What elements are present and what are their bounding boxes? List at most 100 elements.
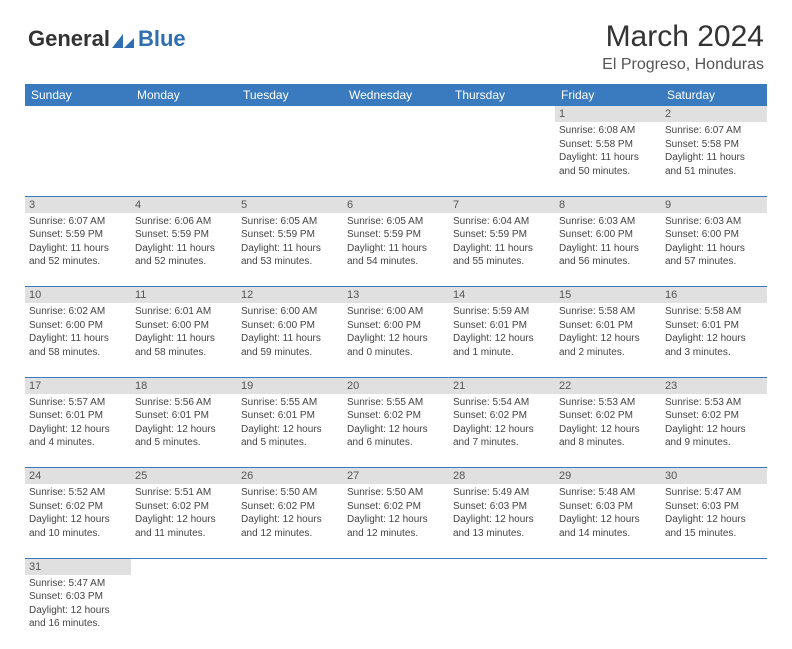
day-content-cell: Sunrise: 6:00 AMSunset: 6:00 PMDaylight:… (343, 303, 449, 377)
day-content-cell: Sunrise: 6:03 AMSunset: 6:00 PMDaylight:… (661, 213, 767, 287)
day-content-cell (237, 122, 343, 196)
cell-line: Sunrise: 6:07 AM (665, 124, 763, 138)
logo-text-blue: Blue (138, 26, 186, 52)
cell-line: Sunrise: 5:54 AM (453, 396, 551, 410)
cell-line: and 9 minutes. (665, 436, 763, 450)
day-number-cell (131, 558, 237, 575)
weekday-header: Monday (131, 84, 237, 106)
day-content-cell: Sunrise: 5:47 AMSunset: 6:03 PMDaylight:… (661, 484, 767, 558)
cell-line: Daylight: 12 hours (665, 332, 763, 346)
cell-line: and 59 minutes. (241, 346, 339, 360)
weekday-header: Tuesday (237, 84, 343, 106)
cell-line: Sunset: 5:59 PM (241, 228, 339, 242)
daynum-row: 3456789 (25, 196, 767, 213)
month-title: March 2024 (602, 20, 764, 54)
day-number-cell: 6 (343, 196, 449, 213)
cell-line: Sunset: 6:00 PM (241, 319, 339, 333)
cell-line: and 11 minutes. (135, 527, 233, 541)
cell-line: Sunrise: 5:58 AM (559, 305, 657, 319)
day-number-cell (131, 106, 237, 122)
day-number-cell (343, 106, 449, 122)
day-number-cell: 24 (25, 468, 131, 485)
cell-line: Daylight: 11 hours (241, 332, 339, 346)
cell-line: Sunset: 5:58 PM (559, 138, 657, 152)
cell-line: Sunrise: 5:58 AM (665, 305, 763, 319)
cell-line: Sunset: 5:59 PM (29, 228, 127, 242)
day-content-cell: Sunrise: 6:05 AMSunset: 5:59 PMDaylight:… (237, 213, 343, 287)
cell-line: and 50 minutes. (559, 165, 657, 179)
cell-line: and 58 minutes. (29, 346, 127, 360)
cell-line: Sunrise: 5:59 AM (453, 305, 551, 319)
cell-line: Sunrise: 6:05 AM (347, 215, 445, 229)
cell-line: Daylight: 12 hours (665, 423, 763, 437)
day-number-cell: 2 (661, 106, 767, 122)
cell-line: Sunset: 6:01 PM (559, 319, 657, 333)
cell-line: and 51 minutes. (665, 165, 763, 179)
cell-line: and 15 minutes. (665, 527, 763, 541)
day-content-cell: Sunrise: 5:53 AMSunset: 6:02 PMDaylight:… (555, 394, 661, 468)
daynum-row: 10111213141516 (25, 287, 767, 304)
location-text: El Progreso, Honduras (602, 56, 764, 74)
cell-line: Daylight: 12 hours (29, 423, 127, 437)
cell-line: Sunrise: 5:51 AM (135, 486, 233, 500)
daynum-row: 12 (25, 106, 767, 122)
cell-line: Sunset: 6:01 PM (453, 319, 551, 333)
cell-line: Sunrise: 6:05 AM (241, 215, 339, 229)
cell-line: and 55 minutes. (453, 255, 551, 269)
day-content-cell: Sunrise: 5:54 AMSunset: 6:02 PMDaylight:… (449, 394, 555, 468)
cell-line: and 3 minutes. (665, 346, 763, 360)
day-content-cell: Sunrise: 5:48 AMSunset: 6:03 PMDaylight:… (555, 484, 661, 558)
cell-line: Daylight: 12 hours (347, 423, 445, 437)
day-number-cell: 8 (555, 196, 661, 213)
day-number-cell: 3 (25, 196, 131, 213)
cell-line: Daylight: 11 hours (453, 242, 551, 256)
day-number-cell: 20 (343, 377, 449, 394)
day-content-cell (131, 122, 237, 196)
cell-line: and 52 minutes. (135, 255, 233, 269)
day-number-cell: 31 (25, 558, 131, 575)
day-number-cell: 19 (237, 377, 343, 394)
cell-line: Sunset: 6:00 PM (559, 228, 657, 242)
day-number-cell: 12 (237, 287, 343, 304)
weekday-header: Sunday (25, 84, 131, 106)
cell-line: Sunset: 6:02 PM (135, 500, 233, 514)
day-number-cell: 16 (661, 287, 767, 304)
cell-line: and 6 minutes. (347, 436, 445, 450)
cell-line: Daylight: 11 hours (135, 242, 233, 256)
title-block: March 2024 El Progreso, Honduras (602, 20, 764, 74)
day-content-cell: Sunrise: 5:58 AMSunset: 6:01 PMDaylight:… (661, 303, 767, 377)
cell-line: and 52 minutes. (29, 255, 127, 269)
day-content-cell (449, 122, 555, 196)
cell-line: Daylight: 12 hours (347, 332, 445, 346)
cell-line: Sunrise: 5:55 AM (347, 396, 445, 410)
day-number-cell: 21 (449, 377, 555, 394)
cell-line: Daylight: 11 hours (29, 332, 127, 346)
day-number-cell: 11 (131, 287, 237, 304)
cell-line: Daylight: 12 hours (29, 604, 127, 618)
cell-line: and 7 minutes. (453, 436, 551, 450)
cell-line: Sunrise: 5:52 AM (29, 486, 127, 500)
day-content-cell: Sunrise: 5:50 AMSunset: 6:02 PMDaylight:… (237, 484, 343, 558)
cell-line: Daylight: 12 hours (665, 513, 763, 527)
day-content-cell: Sunrise: 5:49 AMSunset: 6:03 PMDaylight:… (449, 484, 555, 558)
day-number-cell: 14 (449, 287, 555, 304)
cell-line: Sunset: 6:03 PM (665, 500, 763, 514)
day-number-cell: 29 (555, 468, 661, 485)
cell-line: Daylight: 12 hours (453, 332, 551, 346)
day-content-cell: Sunrise: 6:08 AMSunset: 5:58 PMDaylight:… (555, 122, 661, 196)
cell-line: Sunset: 6:02 PM (559, 409, 657, 423)
day-content-cell: Sunrise: 6:02 AMSunset: 6:00 PMDaylight:… (25, 303, 131, 377)
day-content-cell: Sunrise: 5:52 AMSunset: 6:02 PMDaylight:… (25, 484, 131, 558)
header: General Blue March 2024 El Progreso, Hon… (0, 0, 792, 78)
day-number-cell: 5 (237, 196, 343, 213)
day-number-cell: 26 (237, 468, 343, 485)
cell-line: Sunrise: 6:01 AM (135, 305, 233, 319)
cell-line: Sunset: 6:02 PM (347, 500, 445, 514)
cell-line: Sunrise: 5:55 AM (241, 396, 339, 410)
cell-line: Sunrise: 5:49 AM (453, 486, 551, 500)
day-number-cell: 30 (661, 468, 767, 485)
day-number-cell: 27 (343, 468, 449, 485)
cell-line: Sunset: 6:02 PM (241, 500, 339, 514)
day-content-cell: Sunrise: 6:03 AMSunset: 6:00 PMDaylight:… (555, 213, 661, 287)
day-content-cell: Sunrise: 5:58 AMSunset: 6:01 PMDaylight:… (555, 303, 661, 377)
